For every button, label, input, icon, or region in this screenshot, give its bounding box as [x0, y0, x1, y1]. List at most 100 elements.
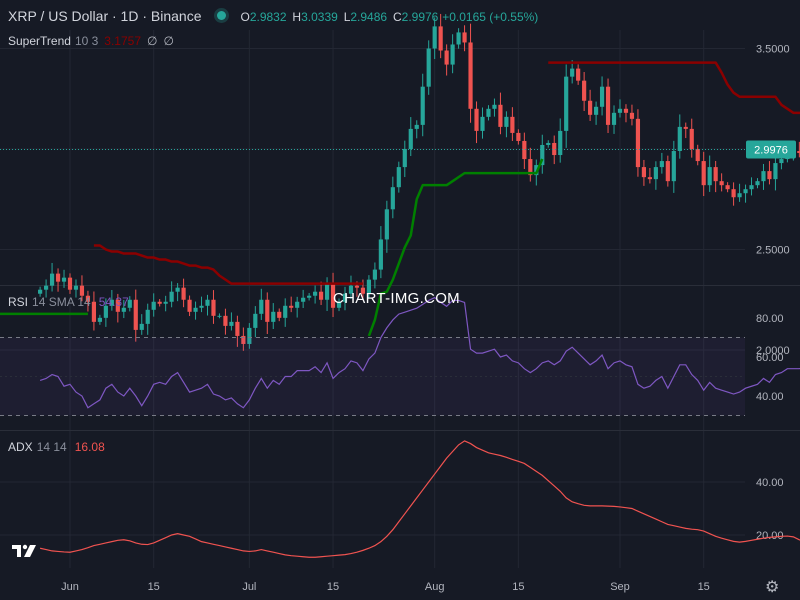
candle-body — [582, 80, 587, 101]
candle-body — [396, 167, 401, 188]
candle-body — [378, 239, 383, 270]
candle-body — [265, 299, 270, 322]
supertrend-line-up — [367, 158, 544, 337]
candle-body — [133, 299, 138, 330]
rsi-params: 14 SMA 14 — [32, 295, 91, 309]
candle-body — [546, 142, 551, 145]
candle-body — [342, 293, 348, 302]
candle-body — [115, 299, 120, 312]
candle-body — [307, 295, 312, 298]
candle-body — [707, 167, 712, 186]
last-price-label: 2.9976 — [754, 144, 788, 156]
candle-body — [181, 287, 186, 300]
candle-body — [492, 104, 497, 109]
adx-value: 16.08 — [74, 440, 105, 454]
supertrend-line-down — [93, 244, 363, 285]
x-axis-label: 15 — [148, 581, 160, 593]
candle-body — [187, 299, 192, 312]
adx-name: ADX — [8, 440, 33, 454]
tradingview-logo-icon[interactable] — [12, 543, 38, 559]
candle-body — [91, 301, 97, 322]
candle-body — [480, 116, 485, 131]
candle-body — [486, 108, 491, 117]
candle-body — [163, 301, 168, 304]
supertrend-params: 10 3 — [74, 34, 99, 48]
candle-body — [504, 116, 509, 127]
candle-body — [169, 291, 174, 302]
candle-body — [611, 112, 617, 125]
adx-axis-label: 20.00 — [756, 530, 784, 542]
price-axis-label: 2.5000 — [756, 245, 790, 257]
candle-body — [725, 185, 730, 190]
empty-set-icon: ∅ — [147, 34, 158, 48]
rsi-legend[interactable]: RSI 14 SMA 14 54.37 — [8, 295, 129, 309]
x-axis-label: Jun — [61, 581, 79, 593]
supertrend-line-down — [548, 61, 800, 115]
candle-body — [289, 305, 294, 308]
candle-body — [390, 187, 395, 210]
candle-body — [223, 315, 228, 326]
candle-body — [588, 100, 593, 115]
candle-body — [61, 277, 67, 282]
candle-body — [665, 161, 670, 182]
candle-body — [761, 171, 766, 182]
price-axis-label: 2.0000 — [756, 345, 790, 357]
candle-body — [552, 142, 557, 156]
candle-body — [145, 309, 150, 324]
adx-line — [39, 440, 800, 558]
candle-body — [426, 48, 431, 87]
candle-body — [432, 26, 437, 49]
candle-body — [372, 269, 377, 280]
empty-set-icon: ∅ — [163, 34, 174, 48]
candle-body — [570, 68, 575, 77]
market-status-dot — [217, 11, 227, 20]
symbol-title[interactable]: XRP / US Dollar · 1D · Binance — [8, 8, 202, 24]
candle-body — [295, 301, 300, 308]
candle-body — [324, 283, 330, 300]
candle-body — [127, 299, 132, 308]
candle-body — [241, 335, 246, 344]
candle-body — [797, 151, 800, 154]
candle-body — [755, 181, 760, 186]
candle-body — [229, 321, 234, 326]
candle-body — [313, 291, 318, 296]
candle-body — [139, 323, 144, 330]
candle-body — [779, 159, 784, 164]
candle-body — [55, 273, 61, 282]
candle-body — [38, 289, 43, 294]
supertrend-legend[interactable]: SuperTrend 10 3 3.1757 ∅ ∅ — [8, 34, 174, 48]
candle-body — [773, 163, 778, 180]
candle-body — [247, 327, 252, 344]
candle-body — [576, 68, 581, 81]
x-axis-label: Jul — [242, 581, 256, 593]
candle-body — [253, 313, 258, 328]
candle-body — [438, 26, 443, 51]
candle-body — [336, 301, 342, 308]
adx-params: 14 14 — [36, 440, 67, 454]
candle-body — [659, 161, 664, 168]
candle-body — [701, 161, 706, 186]
candle-body — [330, 283, 336, 308]
candle-body — [617, 108, 623, 113]
candle-body — [474, 108, 479, 131]
candle-body — [689, 128, 694, 149]
candle-body — [151, 301, 156, 310]
candle-body — [629, 112, 635, 119]
price-axis-label: 3.5000 — [756, 44, 790, 56]
rsi-axis-label: 60.00 — [756, 352, 784, 364]
open-label: O — [240, 10, 250, 24]
candle-body — [67, 277, 73, 290]
rsi-name: RSI — [8, 295, 29, 309]
adx-legend[interactable]: ADX 14 14 16.08 — [8, 440, 105, 454]
watermark: CHART-IMG.COM — [333, 290, 460, 307]
candle-body — [593, 106, 599, 115]
candle-body — [731, 189, 736, 198]
candle-body — [43, 285, 49, 290]
high-value: 3.0339 — [301, 10, 338, 24]
adx-axis-label: 40.00 — [756, 477, 784, 489]
gear-icon[interactable]: ⚙ — [765, 579, 780, 596]
rsi-axis-label: 40.00 — [756, 391, 784, 403]
candle-body — [420, 86, 425, 125]
